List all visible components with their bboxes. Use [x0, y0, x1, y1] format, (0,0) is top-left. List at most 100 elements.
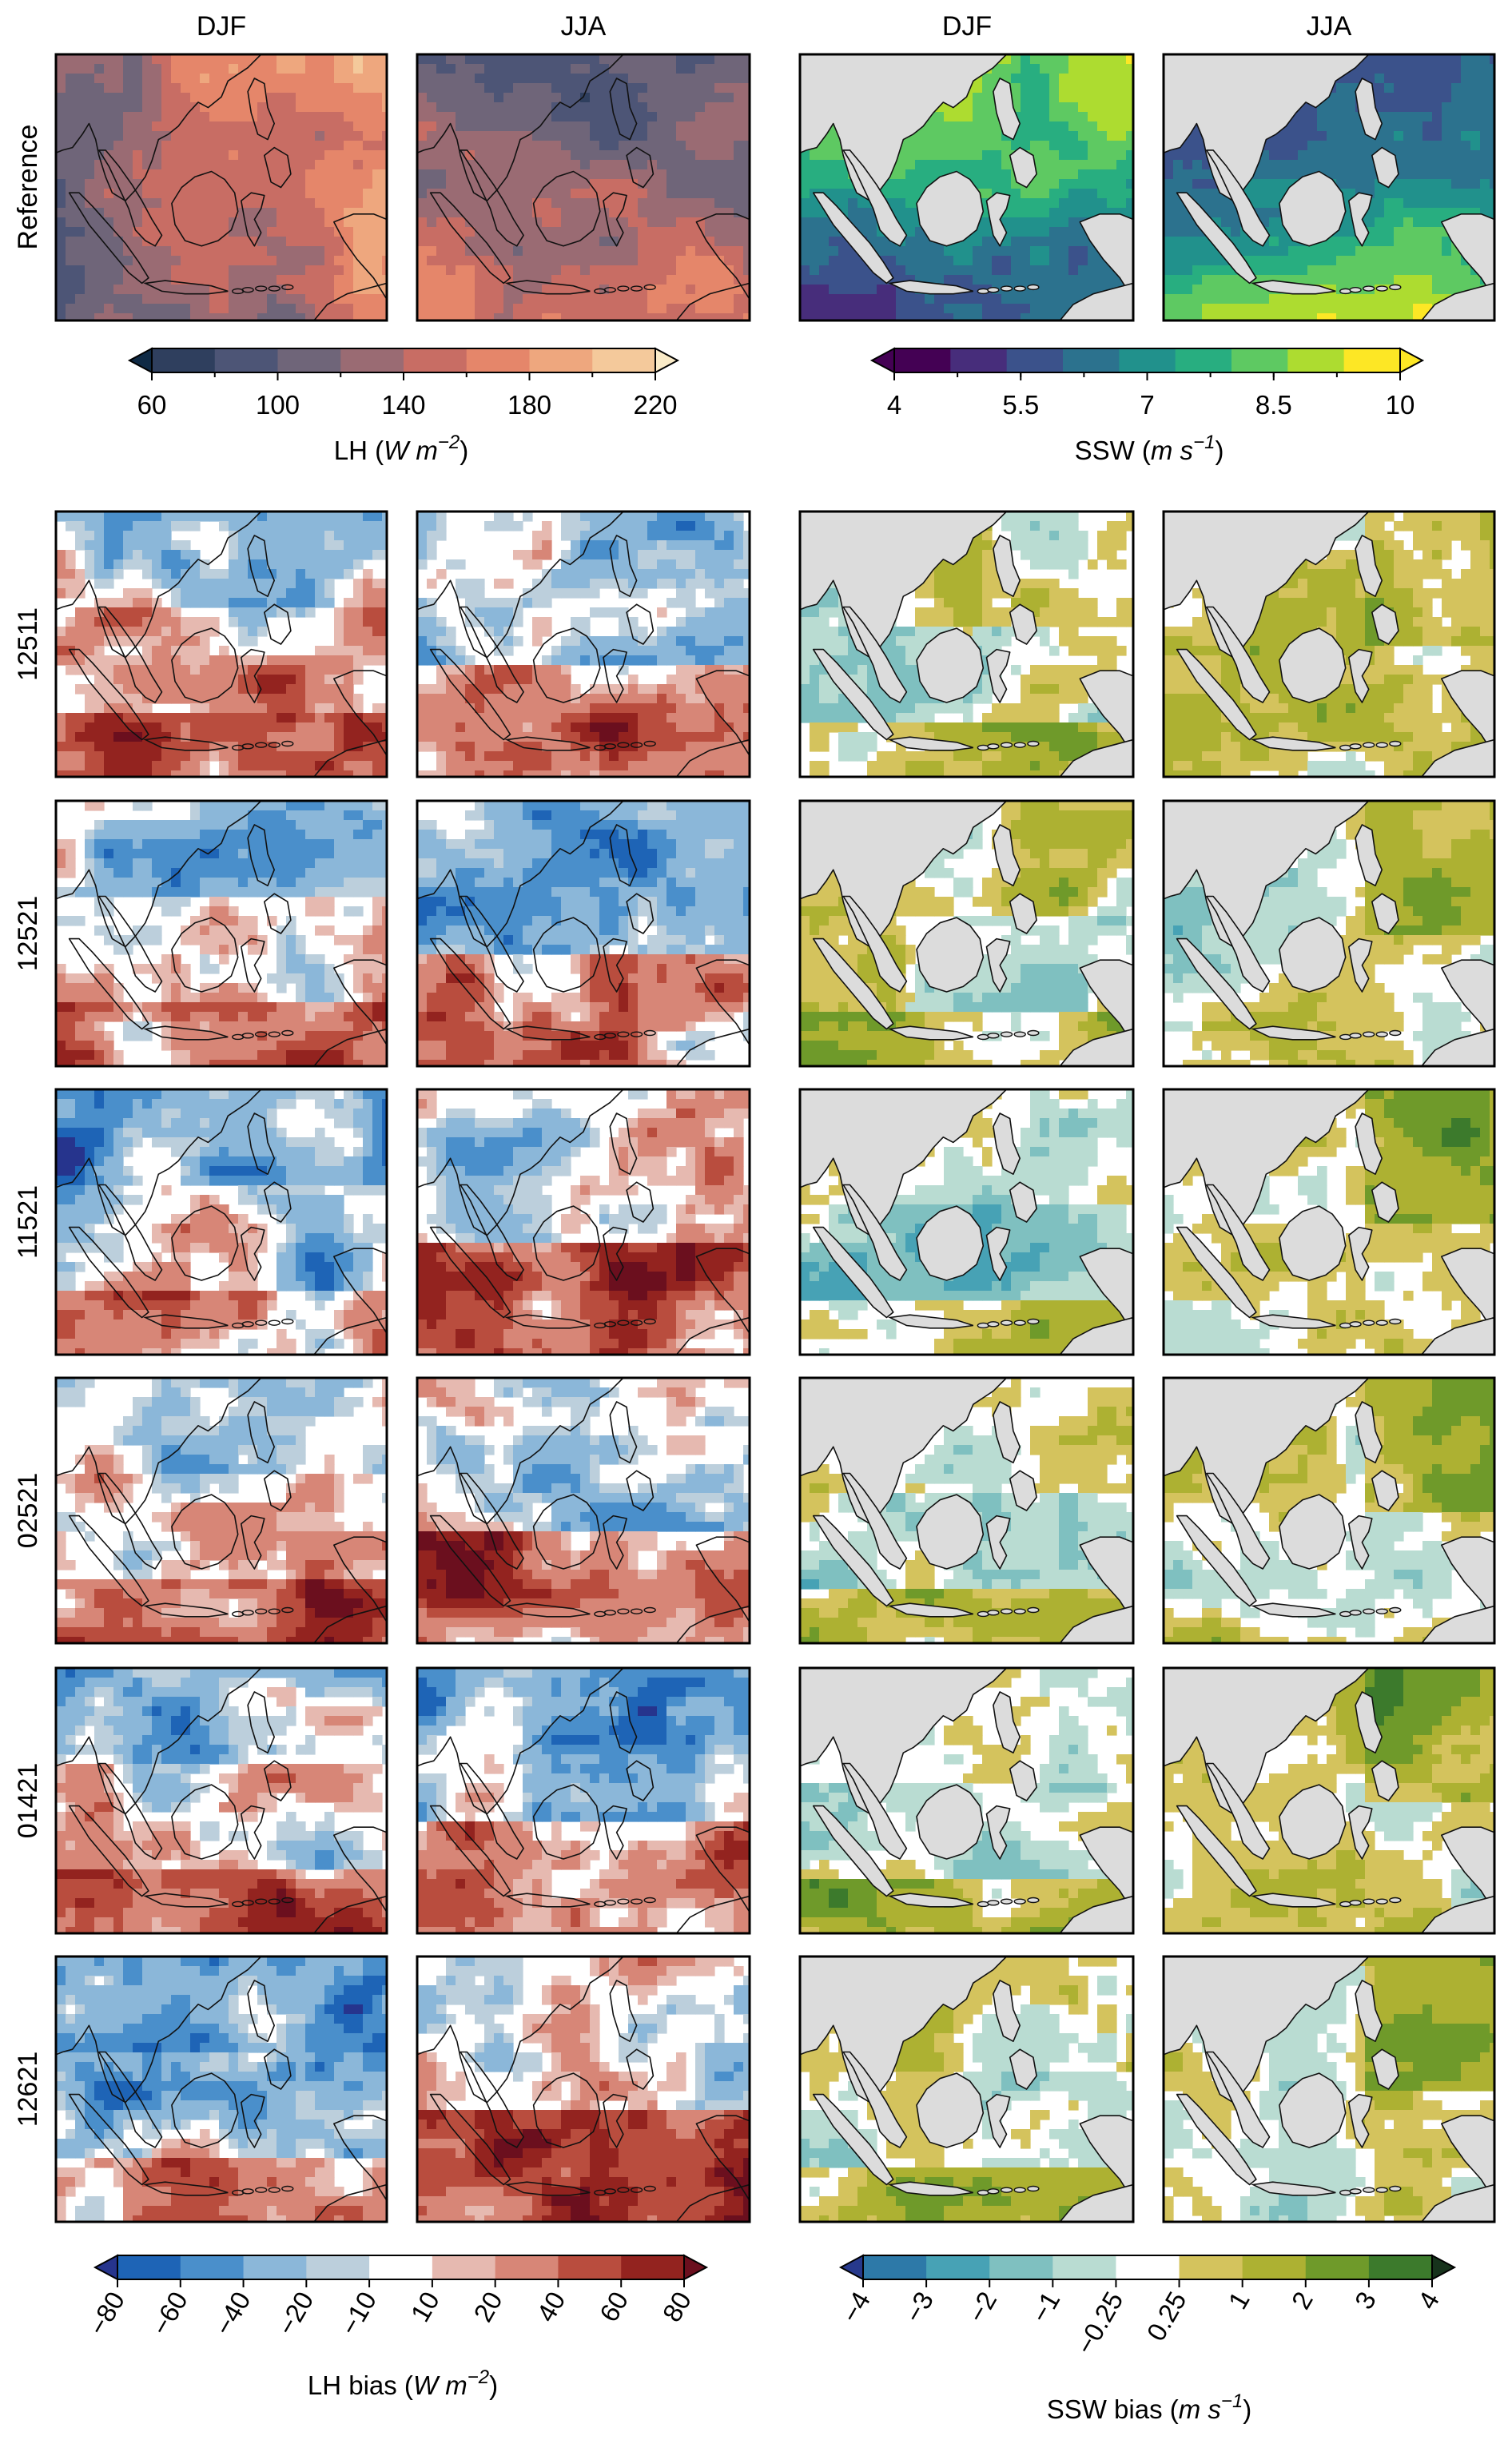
colorbar-sswbias-tick-label: 3	[1349, 2287, 1382, 2314]
map-panel-r5-c0	[54, 1666, 388, 1935]
colorbar-lhbias-tick-label: 40	[531, 2287, 571, 2327]
colorbar-lhbias-extend-high	[683, 2254, 709, 2281]
colorbar-sswbias-tick-label: −0.25	[1070, 2287, 1129, 2359]
colorbar-sswbias-segment	[926, 2255, 990, 2279]
colorbar-lhbias-tick-label: −40	[209, 2287, 257, 2340]
colorbar-sswbias-tick-label: −4	[835, 2287, 876, 2327]
colorbar-sswbias-tick-label: 1	[1223, 2287, 1255, 2314]
colorbar-ssw-tick-label: 7	[1140, 390, 1154, 420]
colorbar-lh-extend-low	[127, 347, 153, 374]
colorbar-ssw-segment	[1006, 348, 1064, 372]
colorbar-ssw-label: SSW (m s−1)	[1075, 432, 1224, 465]
map-panel-r3-c1	[416, 1088, 751, 1356]
colorbar-lhbias-extend-low	[93, 2254, 118, 2281]
colorbar-ssw-tick-label: 8.5	[1255, 390, 1292, 420]
colorbar-lh-extend-high	[655, 347, 680, 374]
colorbar-lhbias-segment	[495, 2255, 559, 2279]
colorbar-lhbias-tick-label: −80	[82, 2287, 130, 2340]
colorbar-lhbias-segment	[369, 2255, 433, 2279]
colorbar-sswbias-extend-high	[1431, 2254, 1457, 2281]
map-panel-r4-c3	[1162, 1376, 1496, 1645]
map-panel-r4-c1	[416, 1376, 751, 1645]
row-label-12521: 12521	[13, 896, 43, 972]
colorbar-lh-segment	[214, 348, 278, 372]
colorbar-lh-tick-label: 180	[507, 390, 551, 420]
colorbar-sswbias-extend-low	[838, 2254, 864, 2281]
colorbar-sswbias: −4 −3 −2 −1 −0.25 0.25 1 2 3 4 SSW bias (m s−1)	[835, 2254, 1457, 2424]
colorbar-sswbias-segment	[1368, 2255, 1433, 2279]
map-panel-r1-c3	[1162, 510, 1496, 778]
colorbar-ssw: 4 5.5 7 8.5 10 SSW (m s−1)	[869, 347, 1425, 465]
colorbar-ssw-segment	[1063, 348, 1120, 372]
colorbar-lh-segment	[466, 348, 530, 372]
colorbar-sswbias-segment	[1242, 2255, 1307, 2279]
colorbar-ssw-tick-label: 10	[1386, 390, 1415, 420]
colorbar-lh-segment	[152, 348, 216, 372]
map-panel-r6-c2	[798, 1955, 1135, 2223]
map-panel-r0-c3	[1162, 53, 1496, 322]
colorbar-ssw-tick-label: 5.5	[1002, 390, 1039, 420]
colorbar-lhbias-tick-label: 80	[657, 2287, 697, 2327]
row-label-12621: 12621	[13, 2052, 43, 2128]
colorbar-sswbias-tick-label: 4	[1412, 2287, 1445, 2314]
colorbar-lhbias-tick-label: −60	[145, 2287, 193, 2340]
colorbar-lh-segment	[277, 348, 341, 372]
colorbar-lh: 60 100 140 180 220 LH (W m−2)	[127, 347, 680, 465]
col-title-ssw-djf: DJF	[942, 11, 992, 42]
colorbar-lh-tick-label: 140	[381, 390, 425, 420]
row-label-reference: Reference	[13, 125, 43, 250]
map-panel-r0-c1	[416, 53, 751, 322]
colorbar-lh-segment	[529, 348, 593, 372]
map-panel-r2-c2	[798, 799, 1135, 1068]
map-panel-r5-c2	[798, 1666, 1135, 1935]
colorbar-lh-tick-label: 220	[633, 390, 677, 420]
col-title-lh-djf: DJF	[197, 11, 246, 42]
colorbar-sswbias-segment	[989, 2255, 1053, 2279]
colorbar-sswbias-tick-label: −3	[898, 2287, 939, 2327]
colorbar-sswbias-tick-label: 0.25	[1140, 2287, 1192, 2346]
colorbar-lh-segment	[592, 348, 656, 372]
colorbar-lhbias-tick-label: 20	[468, 2287, 507, 2327]
colorbar-lh-segment	[340, 348, 404, 372]
colorbar-lhbias-label: LH bias (W m−2)	[308, 2366, 498, 2400]
map-panel-r3-c0	[54, 1088, 388, 1356]
map-panel-r2-c0	[54, 799, 388, 1068]
colorbar-sswbias-tick-label: 2	[1286, 2287, 1319, 2314]
colorbar-lhbias-tick-label: −20	[271, 2287, 319, 2340]
colorbar-lh-tick-label: 60	[137, 390, 167, 420]
colorbar-lhbias-segment	[306, 2255, 370, 2279]
map-panel-r0-c0	[54, 53, 388, 322]
map-panel-r5-c1	[416, 1666, 751, 1935]
map-panel-r2-c1	[416, 799, 751, 1068]
map-panel-r4-c0	[54, 1376, 388, 1645]
col-title-lh-jja: JJA	[561, 11, 607, 42]
colorbar-ssw-tick-label: 4	[887, 390, 901, 420]
colorbar-ssw-extend-low	[869, 347, 895, 374]
colorbar-ssw-segment	[1175, 348, 1232, 372]
colorbar-ssw-segment	[1287, 348, 1345, 372]
colorbar-lh-segment	[404, 348, 468, 372]
colorbar-lh-tick-label: 100	[256, 390, 300, 420]
map-panel-r1-c1	[416, 510, 751, 778]
colorbar-lhbias-tick-label: 60	[594, 2287, 634, 2327]
map-panels	[54, 53, 1496, 2223]
row-labels: Reference 12511 12521 11521 02521 01421 …	[13, 125, 43, 2128]
colorbar-sswbias-segment	[1116, 2255, 1180, 2279]
colorbar-lhbias-segment	[180, 2255, 245, 2279]
colorbar-lhbias-tick-label: −10	[334, 2287, 382, 2340]
colorbar-ssw-segment	[894, 348, 951, 372]
row-label-12511: 12511	[13, 607, 43, 681]
colorbar-lhbias-segment	[621, 2255, 685, 2279]
map-panel-r6-c3	[1162, 1955, 1496, 2223]
col-title-ssw-jja: JJA	[1307, 11, 1352, 42]
map-panel-r1-c2	[798, 510, 1135, 778]
map-panel-r5-c3	[1162, 1666, 1496, 1935]
map-panel-r6-c0	[54, 1955, 388, 2223]
map-panel-r6-c1	[416, 1955, 751, 2223]
colorbar-lhbias-tick-label: 10	[405, 2287, 445, 2327]
column-titles: DJF JJA DJF JJA	[197, 11, 1352, 42]
colorbar-lhbias-segment	[243, 2255, 307, 2279]
colorbar-sswbias-tick-label: −2	[961, 2287, 1002, 2327]
colorbar-sswbias-segment	[863, 2255, 927, 2279]
